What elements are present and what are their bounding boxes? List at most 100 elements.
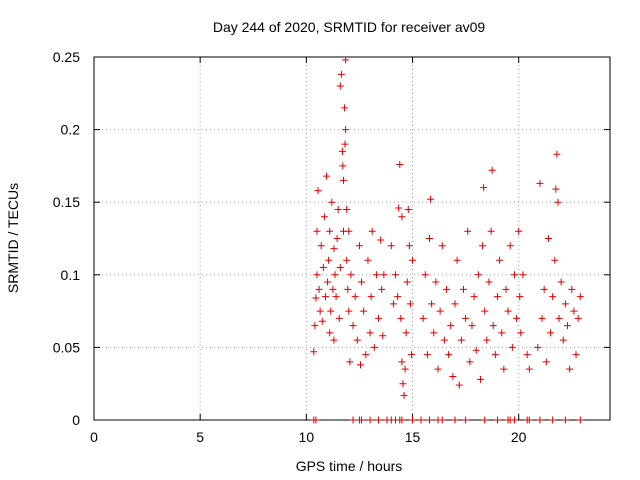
data-point (417, 416, 425, 424)
data-point (406, 300, 414, 308)
data-point (330, 245, 338, 253)
data-point (401, 365, 409, 373)
x-tick-label: 15 (405, 429, 421, 445)
data-point (398, 416, 406, 424)
data-point (419, 314, 427, 322)
data-point (500, 365, 508, 373)
data-point (372, 271, 380, 279)
data-point (466, 358, 474, 366)
data-point (345, 227, 353, 235)
data-point (315, 285, 323, 293)
y-tick-label: 0.2 (61, 122, 81, 138)
data-point (485, 278, 493, 286)
y-tick-label: 0.25 (53, 49, 80, 65)
data-point (438, 416, 446, 424)
data-point (481, 307, 489, 315)
data-point (368, 227, 376, 235)
data-point (572, 351, 580, 359)
data-points (310, 56, 584, 424)
y-axis-label: SRMTID / TECUs (5, 183, 21, 293)
data-point (378, 285, 386, 293)
data-point (455, 381, 463, 389)
data-point (375, 314, 383, 322)
data-point (392, 271, 400, 279)
data-point (491, 351, 499, 359)
data-point (344, 285, 352, 293)
data-point (379, 332, 387, 340)
data-point (329, 285, 337, 293)
data-point (409, 256, 417, 264)
data-point (513, 314, 521, 322)
data-point (310, 348, 318, 356)
data-point (426, 416, 434, 424)
data-point (442, 285, 450, 293)
data-point (370, 343, 378, 351)
x-tick-label: 5 (196, 429, 204, 445)
data-point (426, 235, 434, 242)
data-point (436, 307, 444, 315)
data-point (523, 351, 531, 359)
data-point (312, 294, 320, 302)
data-point (516, 293, 524, 301)
data-point (405, 242, 413, 250)
data-point (576, 416, 584, 424)
data-point (540, 285, 548, 293)
data-point (496, 256, 504, 264)
data-point (566, 365, 574, 373)
data-point (313, 227, 321, 235)
data-point (328, 198, 336, 206)
data-point (570, 307, 578, 315)
data-point (559, 336, 567, 344)
data-point (551, 256, 559, 264)
data-point (534, 343, 542, 351)
data-point (353, 336, 361, 344)
data-point (324, 278, 332, 286)
data-point (517, 329, 525, 337)
data-point (557, 278, 565, 286)
data-point (317, 242, 325, 250)
data-point (434, 365, 442, 373)
data-point (349, 322, 357, 330)
x-tick-label: 20 (511, 429, 527, 445)
data-point (342, 56, 350, 64)
data-point (554, 198, 562, 206)
data-point (402, 329, 410, 337)
data-point (493, 416, 501, 424)
data-point (367, 293, 375, 301)
data-point (488, 166, 496, 174)
data-point (311, 322, 319, 330)
data-point (510, 416, 518, 424)
data-point (395, 204, 403, 212)
data-point (549, 416, 557, 424)
data-point (346, 358, 354, 366)
y-tick-label: 0.1 (61, 267, 81, 283)
data-point (549, 293, 557, 301)
data-point (561, 300, 569, 308)
data-point (400, 391, 408, 399)
data-point (343, 205, 351, 213)
data-point (323, 172, 331, 180)
data-point (325, 256, 333, 264)
data-point (380, 271, 388, 279)
data-point (332, 293, 340, 301)
data-point (564, 322, 572, 330)
data-point (366, 329, 374, 337)
data-point (451, 300, 459, 308)
data-point (457, 336, 465, 344)
data-point (343, 256, 351, 264)
data-point (345, 307, 353, 315)
axis-ticks: 0 5 10 15 20 0 0.05 0.1 0.15 0.2 0.25 (53, 49, 610, 445)
data-point (508, 343, 516, 351)
data-point (542, 358, 550, 366)
data-point (394, 293, 402, 301)
data-point (334, 205, 342, 213)
data-point (449, 372, 457, 380)
data-point (476, 375, 484, 383)
data-point (510, 271, 518, 279)
data-point (574, 314, 582, 322)
data-point (504, 307, 512, 315)
plot-frame (93, 56, 611, 421)
data-point (349, 416, 357, 424)
data-point (472, 346, 480, 354)
